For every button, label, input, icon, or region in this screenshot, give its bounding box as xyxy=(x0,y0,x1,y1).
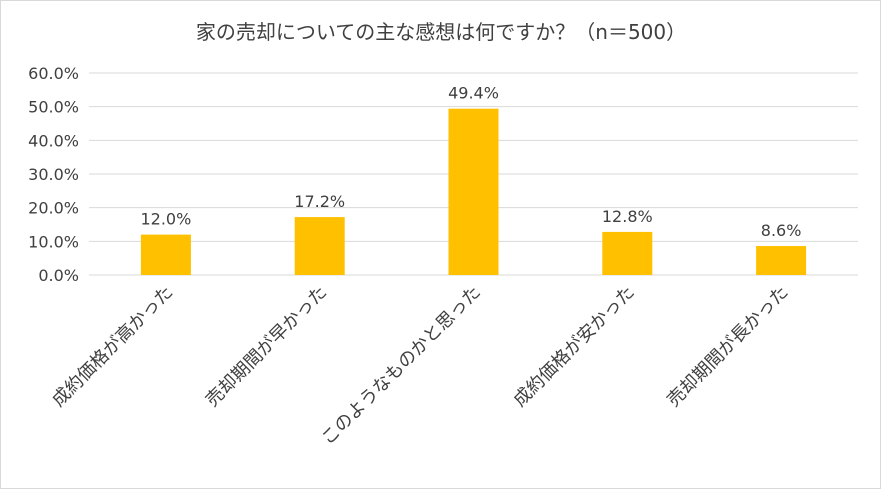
data-label: 12.8% xyxy=(602,207,653,226)
bar xyxy=(294,217,345,275)
category-label: 売却期間が早かった xyxy=(202,282,331,411)
bar xyxy=(448,108,499,275)
y-tick-label: 20.0% xyxy=(28,199,79,218)
category-label: 成約価格が安かった xyxy=(509,282,638,411)
y-tick-label: 60.0% xyxy=(28,64,79,83)
data-label: 8.6% xyxy=(761,221,802,240)
category-label: このようなものかと思った xyxy=(317,282,485,450)
y-tick-label: 50.0% xyxy=(28,98,79,117)
data-label: 49.4% xyxy=(448,84,499,103)
y-tick-label: 10.0% xyxy=(28,232,79,251)
category-label: 売却期間が長かった xyxy=(663,282,792,411)
bar xyxy=(140,234,191,275)
y-tick-label: 0.0% xyxy=(38,266,79,285)
y-tick-label: 30.0% xyxy=(28,165,79,184)
y-tick-label: 40.0% xyxy=(28,131,79,150)
bar xyxy=(602,231,653,275)
chart-title: 家の売却についての主な感想は何ですか？（n＝500） xyxy=(196,20,686,44)
bar xyxy=(756,246,807,275)
category-label: 成約価格が高かった xyxy=(48,282,177,411)
data-label: 12.0% xyxy=(140,210,191,229)
data-label: 17.2% xyxy=(294,192,345,211)
